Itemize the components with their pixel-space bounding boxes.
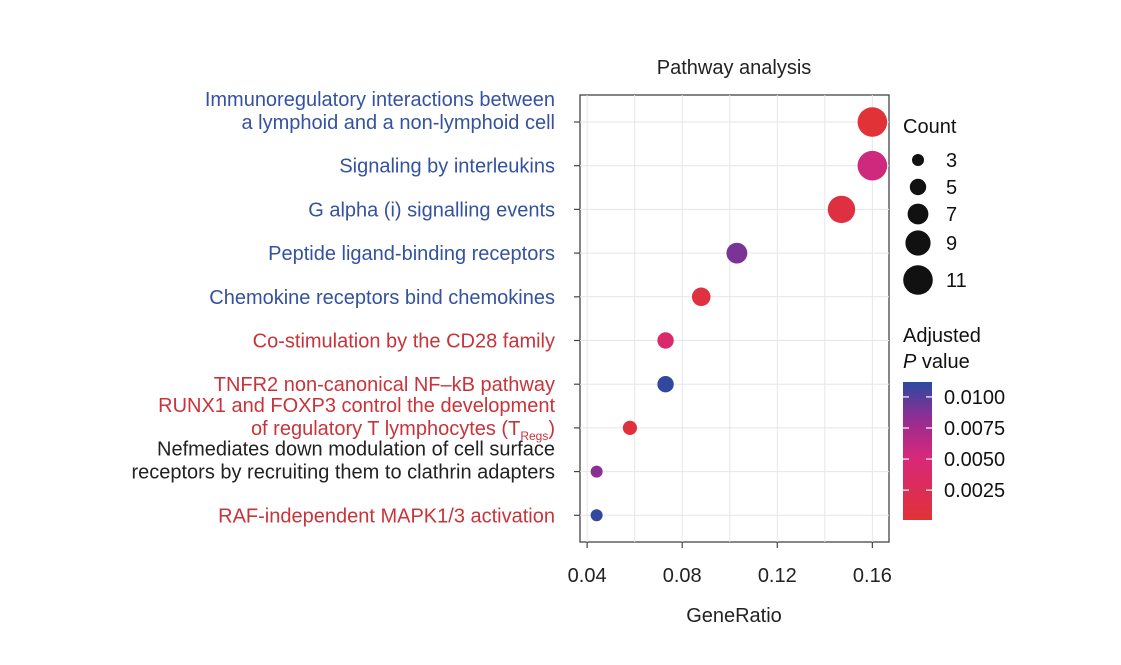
data-points: [590, 107, 888, 522]
pathway-label: Peptide ligand-binding receptors: [268, 243, 555, 265]
legend-count-label: 11: [946, 270, 967, 292]
legend-pvalue-tick-label: 0.0025: [944, 480, 1005, 502]
x-tick-label: 0.12: [758, 565, 797, 587]
data-point: [857, 107, 888, 137]
legend-count-label: 9: [946, 233, 957, 255]
pathway-label: RAF-independent MAPK1/3 activation: [218, 505, 555, 527]
legend-count: Count 3 5 7 9 11: [903, 116, 967, 295]
legend-count-title: Count: [903, 116, 957, 138]
legend-pvalue: Adjusted P value 0.0100 0.0075 0.0050 0.002…: [903, 325, 1005, 520]
legend-pvalue-tick-label: 0.0100: [944, 387, 1005, 409]
pathway-label: Nefmediates down modulation of cell surf…: [157, 439, 555, 461]
data-point: [657, 376, 674, 393]
pathway-label: Co-stimulation by the CD28 family: [253, 331, 555, 353]
pathway-label: RUNX1 and FOXP3 control the development: [158, 395, 555, 417]
legend-count-label: 5: [946, 177, 957, 199]
data-point: [590, 509, 603, 522]
data-point: [590, 465, 603, 478]
legend-pvalue-tick-label: 0.0050: [944, 449, 1005, 471]
pathway-label: of regulatory T lymphocytes (TRegs): [251, 418, 555, 443]
data-point: [857, 150, 888, 181]
legend-count-dot: [912, 154, 924, 166]
x-tick-label: 0.08: [663, 565, 702, 587]
legend-count-label: 3: [946, 150, 957, 172]
pathway-label: Immunoregulatory interactions between: [205, 89, 555, 111]
legend-pvalue-ticks: 0.0100 0.0075 0.0050 0.0025: [903, 387, 1005, 502]
grid-layer: [580, 95, 889, 542]
legend-pvalue-colorbar: [903, 382, 932, 520]
axis-ticks: 0.04 0.08 0.12 0.16: [568, 121, 892, 587]
data-point: [657, 332, 674, 349]
legend-count-dot: [909, 178, 927, 196]
legend-count-dot: [903, 265, 933, 295]
pathway-label: receptors by recruiting them to clathrin…: [131, 462, 555, 484]
legend-pvalue-title-rest: value: [916, 351, 969, 373]
x-axis-label: GeneRatio: [686, 605, 782, 627]
data-point: [827, 195, 856, 224]
pathway-label: Chemokine receptors bind chemokines: [209, 287, 555, 309]
legend-pvalue-title-line1: Adjusted: [903, 325, 981, 347]
legend-count-entries: 3 5 7 9 11: [903, 150, 967, 295]
legend-pvalue-title-line2: P value: [903, 351, 970, 373]
data-point: [622, 420, 638, 435]
x-tick-label: 0.04: [568, 565, 607, 587]
data-point: [691, 287, 711, 307]
pathway-label: a lymphoid and a non-lymphoid cell: [241, 112, 555, 134]
plot-panel: [579, 94, 890, 543]
legend-count-label: 7: [946, 204, 957, 226]
pathway-label: Signaling by interleukins: [339, 156, 555, 178]
legend-pvalue-title-p: P: [903, 351, 917, 373]
legend-count-dot: [905, 230, 931, 256]
legend-pvalue-tick-label: 0.0075: [944, 418, 1005, 440]
pathway-label: TNFR2 non-canonical NF–kB pathway: [214, 374, 555, 396]
data-point: [726, 242, 748, 264]
chart-title: Pathway analysis: [657, 57, 812, 79]
legend-count-dot: [907, 203, 929, 225]
x-tick-label: 0.16: [853, 565, 892, 587]
pathway-label: G alpha (i) signalling events: [308, 199, 555, 221]
